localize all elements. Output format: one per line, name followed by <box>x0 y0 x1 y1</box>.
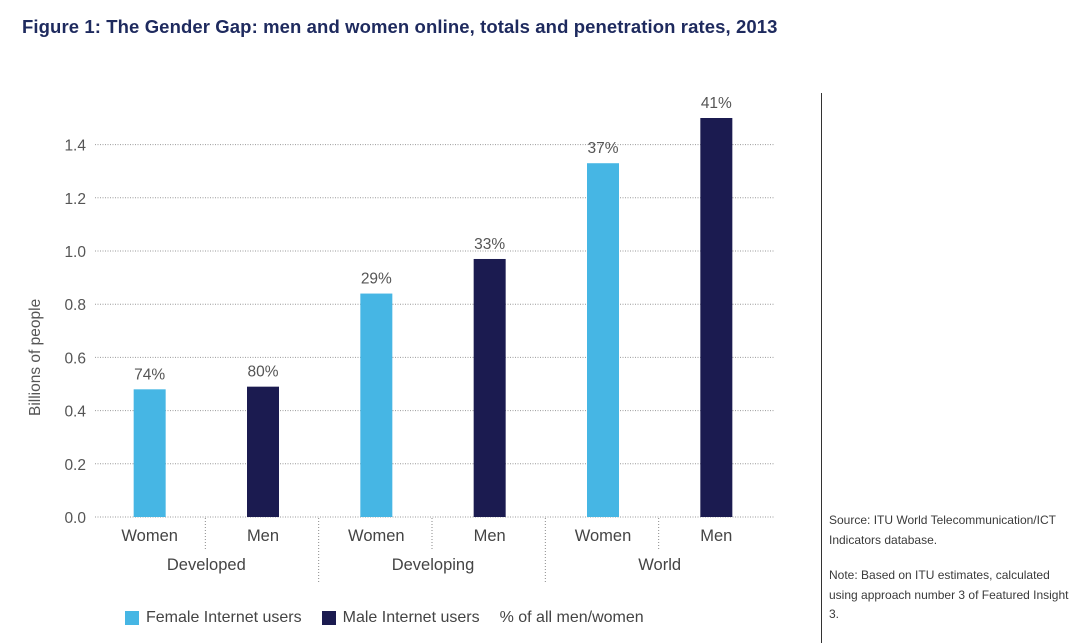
bar-developing-women <box>360 293 393 517</box>
y-tick-label: 0.0 <box>64 510 86 527</box>
data-label: 29% <box>361 271 392 288</box>
y-tick-label: 0.2 <box>64 457 86 474</box>
x-category-label: Men <box>474 527 506 545</box>
bar-developing-men <box>473 258 506 517</box>
legend-label-male: Male Internet users <box>342 609 480 626</box>
side-divider <box>821 93 822 643</box>
source-note: Source: ITU World Telecommunication/ICT … <box>829 513 1056 547</box>
bar-world-women <box>587 163 619 517</box>
x-category-label: Men <box>700 527 732 545</box>
legend-item-male: Male Internet users <box>321 609 480 627</box>
legend-label-female: Female Internet users <box>146 609 302 626</box>
data-label: 41% <box>701 95 732 112</box>
legend-swatch-male <box>321 611 336 625</box>
bar-world-men <box>700 118 733 517</box>
legend-item-percent: % of all men/women <box>500 609 644 627</box>
x-group-label: World <box>638 556 681 574</box>
chart-title: Figure 1: The Gender Gap: men and women … <box>22 16 778 37</box>
data-label: 80% <box>247 364 278 381</box>
y-tick-label: 1.2 <box>64 191 86 208</box>
estimate-note: Note: Based on ITU estimates, calculated… <box>829 568 1069 621</box>
x-group-label: Developed <box>167 556 246 574</box>
x-category-label: Women <box>575 527 632 545</box>
y-tick-label: 0.4 <box>64 404 86 421</box>
legend-label-percent: % of all men/women <box>499 609 644 626</box>
x-category-label: Women <box>121 527 178 545</box>
legend-swatch-female <box>125 611 139 625</box>
data-label: 74% <box>134 366 165 383</box>
y-tick-label: 1.4 <box>64 138 86 155</box>
x-group-label: Developing <box>392 556 475 574</box>
side-notes: Source: ITU World Telecommunication/ICT … <box>829 511 1069 641</box>
bar-developed-men <box>247 386 279 517</box>
data-label: 37% <box>587 140 618 157</box>
chart-legend: Female Internet users Male Internet user… <box>125 609 664 627</box>
x-category-label: Women <box>348 527 405 545</box>
legend-item-female: Female Internet users <box>125 609 302 627</box>
y-axis-title: Billions of people <box>27 299 44 416</box>
y-tick-label: 1.0 <box>64 244 86 261</box>
bar-developed-women <box>133 389 166 517</box>
x-category-label: Men <box>247 527 279 545</box>
y-tick-label: 0.6 <box>64 350 86 367</box>
data-label: 33% <box>474 236 505 253</box>
y-tick-label: 0.8 <box>64 297 86 314</box>
